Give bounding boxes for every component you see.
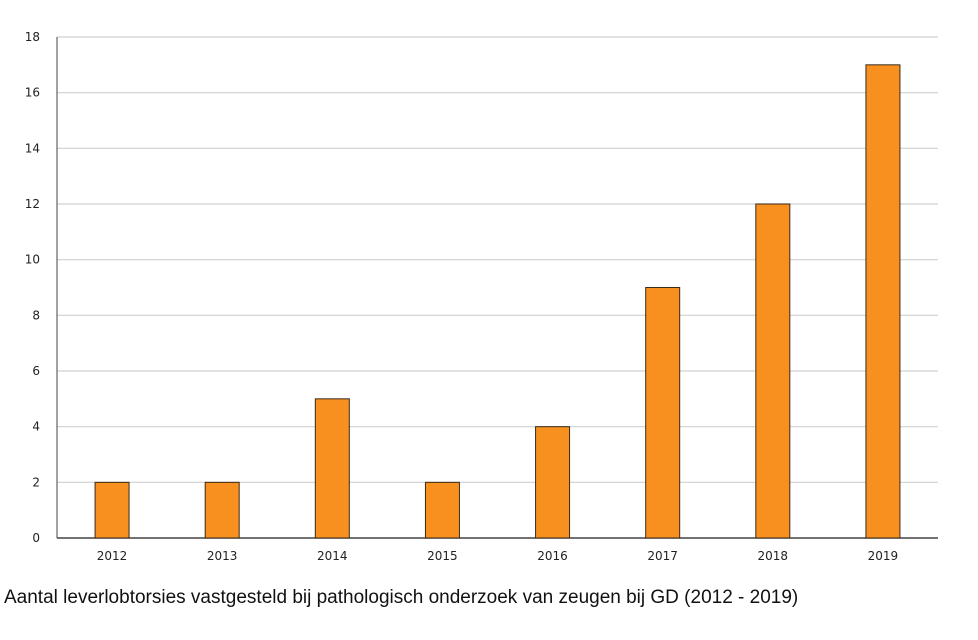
y-tick-label: 18 [25,30,40,44]
x-tick-labels: 2012 2013 2014 2015 2016 2017 2018 2019 [97,549,898,563]
chart-caption: Aantal leverlobtorsies vastgesteld bij p… [4,587,799,608]
y-tick-label: 4 [32,420,40,434]
bar-2019 [865,64,901,539]
y-tick-label: 8 [32,308,40,322]
y-tick-label: 12 [25,197,40,211]
bar-2015 [424,481,460,539]
y-tick-label: 6 [32,364,40,378]
x-tick-label: 2017 [647,549,678,563]
x-tick-label: 2013 [207,549,238,563]
x-tick-label: 2012 [97,549,128,563]
x-tick-label: 2019 [868,549,899,563]
y-tick-labels: 0 2 4 6 8 10 12 14 16 18 [25,30,40,545]
bars [94,64,901,539]
x-tick-label: 2014 [317,549,348,563]
x-tick-label: 2015 [427,549,458,563]
x-tick-label: 2018 [758,549,789,563]
bar-2012 [94,481,130,539]
bar-chart: 0 2 4 6 8 10 12 14 16 18 2012 2013 2014 2015 2016 2017… [25,30,938,563]
bar-2018 [755,203,791,539]
bar-2016 [535,426,571,539]
axes [56,37,938,539]
bar-2017 [645,287,681,539]
y-tick-label: 14 [25,141,40,155]
gridlines [57,36,938,483]
y-tick-label: 0 [32,531,40,545]
bar-2013 [204,481,240,539]
x-tick-label: 2016 [537,549,568,563]
y-tick-label: 2 [32,475,40,489]
y-tick-label: 10 [25,253,40,267]
y-tick-label: 16 [25,86,40,100]
bar-2014 [314,398,350,539]
